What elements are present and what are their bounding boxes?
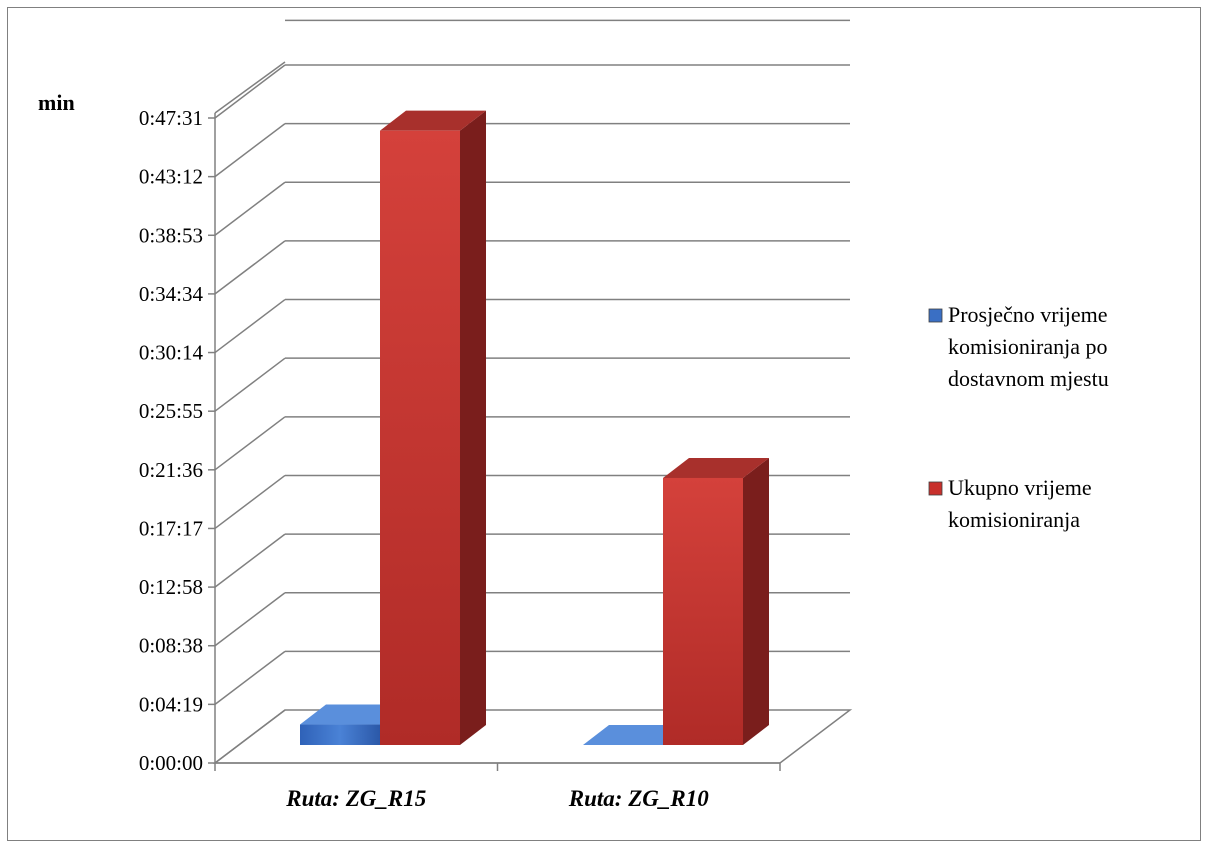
y-tick-label: 0:38:53 bbox=[139, 223, 203, 247]
y-axis-label: min bbox=[38, 90, 75, 115]
bar-front bbox=[300, 724, 380, 745]
legend-item: Ukupno vrijeme komisioniranja bbox=[928, 475, 1092, 532]
y-tick-label: 0:21:36 bbox=[139, 458, 203, 482]
bars bbox=[300, 110, 769, 745]
gridline-diagonal bbox=[214, 181, 286, 236]
bar-top bbox=[583, 725, 689, 745]
bar-top bbox=[663, 457, 769, 478]
legend-swatch bbox=[928, 308, 943, 323]
bar-front bbox=[380, 130, 460, 745]
y-tick-label: 0:34:34 bbox=[139, 282, 204, 306]
bar-side bbox=[460, 110, 486, 745]
y-tick-label: 0:04:19 bbox=[139, 692, 203, 716]
bar-avg-per-stop bbox=[300, 704, 406, 745]
y-tick-label: 0:30:14 bbox=[139, 341, 204, 365]
gridline-diagonal bbox=[214, 61, 286, 114]
axes bbox=[214, 113, 781, 771]
x-category-label: Ruta: ZG_R15 bbox=[285, 786, 426, 811]
legend-item: Prosječno vrijeme komisioniranja po dostav… bbox=[928, 302, 1109, 391]
gridline-diagonal bbox=[214, 650, 286, 705]
bar-total-time bbox=[663, 457, 769, 745]
gridline-diagonal bbox=[214, 592, 286, 647]
x-category-label: Ruta: ZG_R10 bbox=[568, 786, 709, 811]
gridline-diagonal bbox=[214, 64, 286, 119]
legend-label: Ukupno vrijeme komisioniranja bbox=[948, 475, 1092, 532]
bar-total-time bbox=[380, 110, 486, 745]
y-tick-label: 0:43:12 bbox=[139, 165, 203, 189]
bar-top bbox=[380, 110, 486, 131]
chart-frame bbox=[7, 7, 1201, 841]
gridline-diagonal bbox=[214, 298, 286, 354]
y-tick-label: 0:08:38 bbox=[139, 634, 203, 658]
y-tick-label: 0:25:55 bbox=[139, 399, 203, 423]
gridline-diagonal bbox=[214, 416, 286, 471]
legend-label: Prosječno vrijeme komisioniranja po dostav… bbox=[948, 302, 1109, 391]
legend: Prosječno vrijeme komisioniranja po dostav… bbox=[928, 302, 1109, 532]
x-category-labels: Ruta: ZG_R15 Ruta: ZG_R10 bbox=[285, 786, 709, 811]
bar-front bbox=[663, 477, 743, 745]
gridline-diagonal bbox=[214, 533, 286, 588]
gridline-diagonal bbox=[214, 474, 286, 530]
bar-avg-per-stop bbox=[583, 725, 689, 745]
gridline-diagonal bbox=[214, 709, 286, 764]
bar-top bbox=[300, 704, 406, 725]
y-tick-label: 0:12:58 bbox=[139, 575, 203, 599]
bar-side bbox=[743, 457, 769, 745]
y-tick-label: 0:47:31 bbox=[139, 106, 203, 130]
y-tick-label: 0:17:17 bbox=[139, 516, 203, 540]
legend-swatch bbox=[928, 481, 943, 496]
y-tick-labels: 0:00:00 0:04:19 0:08:38 0:12:58 0:17:17 0:21:… bbox=[139, 106, 215, 775]
gridline-diagonal bbox=[214, 240, 286, 295]
gridline-diagonal bbox=[214, 123, 286, 178]
gridline-diagonal bbox=[214, 357, 286, 412]
y-tick-label: 0:00:00 bbox=[139, 751, 203, 775]
